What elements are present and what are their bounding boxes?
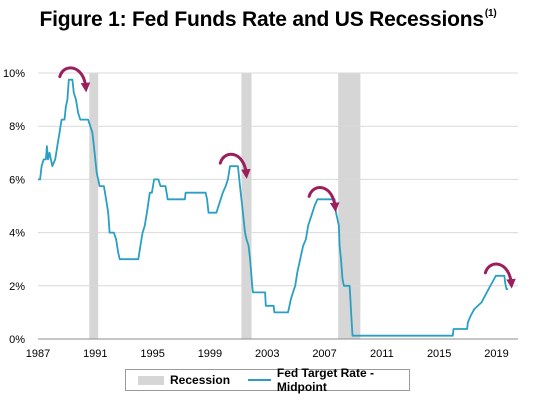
series-line-1 <box>38 78 508 337</box>
gridlines <box>38 72 518 287</box>
chart-title-text: Figure 1: Fed Funds Rate and US Recessio… <box>39 8 485 31</box>
x-tick-label-7: 2015 <box>427 348 451 360</box>
peak-arrows <box>58 66 516 289</box>
legend-item-fed-rate: Fed Target Rate - Midpoint <box>230 366 409 394</box>
legend: Recession Fed Target Rate - Midpoint <box>125 366 410 394</box>
recession-bands <box>89 73 361 339</box>
legend-item-recession: Recession <box>126 373 230 387</box>
legend-label-recession: Recession <box>170 373 231 387</box>
recession-band-1 <box>89 73 99 339</box>
legend-swatch-fed-rate <box>248 379 271 381</box>
y-tick-label-2: 4% <box>9 228 25 240</box>
x-tick-label-5: 2007 <box>312 348 336 360</box>
y-axis-ticks: 0% 2% 4% 6% 8% 10% <box>3 68 25 346</box>
recession-band-3 <box>338 73 361 339</box>
y-tick-label-5: 10% <box>3 68 25 80</box>
y-tick-label-4: 8% <box>9 121 25 133</box>
x-tick-label-2: 1995 <box>140 348 164 360</box>
x-tick-label-6: 2011 <box>370 348 394 360</box>
recession-band-2 <box>241 73 252 339</box>
x-tick-label-3: 1999 <box>198 348 222 360</box>
chart-title-footnote-marker: (1) <box>484 8 497 19</box>
legend-swatch-recession <box>138 375 164 385</box>
x-axis-ticks: 1987 1991 1995 1999 2003 2007 2011 2015 2019 <box>26 348 509 360</box>
peak-arrow-2 <box>218 152 251 179</box>
y-tick-label-3: 6% <box>9 174 25 186</box>
peak-arrow-4 <box>483 262 516 289</box>
legend-label-fed-rate: Fed Target Rate - Midpoint <box>276 366 374 394</box>
series-lines <box>38 78 508 337</box>
peak-arrow-1 <box>58 66 91 93</box>
y-tick-label-1: 2% <box>9 281 25 293</box>
y-tick-label-0: 0% <box>9 334 25 346</box>
peak-arrow-3 <box>307 186 340 213</box>
x-tick-label-1: 1991 <box>83 348 107 360</box>
x-tick-label-0: 1987 <box>26 348 50 360</box>
x-tick-label-4: 2003 <box>255 348 279 360</box>
x-tick-label-8: 2019 <box>484 348 508 360</box>
chart-title: Figure 1: Fed Funds Rate and US Recessio… <box>0 8 536 32</box>
